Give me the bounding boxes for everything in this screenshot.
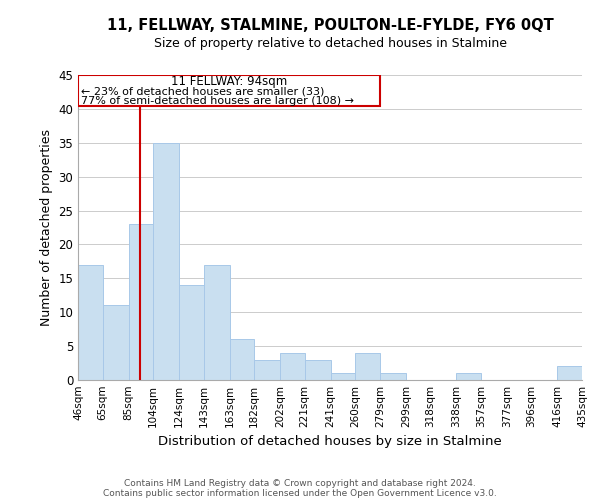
Bar	[254, 360, 280, 380]
Text: Size of property relative to detached houses in Stalmine: Size of property relative to detached ho…	[154, 38, 506, 51]
Bar	[457, 373, 481, 380]
Text: ← 23% of detached houses are smaller (33): ← 23% of detached houses are smaller (33…	[80, 87, 324, 97]
Text: 11 FELLWAY: 94sqm: 11 FELLWAY: 94sqm	[171, 74, 287, 88]
Bar	[203, 265, 230, 380]
Bar	[78, 75, 380, 106]
Bar	[331, 373, 355, 380]
Text: Contains HM Land Registry data © Crown copyright and database right 2024.: Contains HM Land Registry data © Crown c…	[124, 478, 476, 488]
X-axis label: Distribution of detached houses by size in Stalmine: Distribution of detached houses by size …	[158, 436, 502, 448]
Bar	[305, 360, 331, 380]
Y-axis label: Number of detached properties: Number of detached properties	[40, 129, 53, 326]
Bar	[230, 340, 254, 380]
Bar	[179, 285, 203, 380]
Bar	[78, 265, 103, 380]
Bar	[355, 353, 380, 380]
Bar	[280, 353, 305, 380]
Bar	[380, 373, 406, 380]
Text: Contains public sector information licensed under the Open Government Licence v3: Contains public sector information licen…	[103, 488, 497, 498]
Bar	[103, 306, 128, 380]
Bar	[153, 143, 179, 380]
Bar	[557, 366, 582, 380]
Text: 11, FELLWAY, STALMINE, POULTON-LE-FYLDE, FY6 0QT: 11, FELLWAY, STALMINE, POULTON-LE-FYLDE,…	[107, 18, 553, 32]
Text: 77% of semi-detached houses are larger (108) →: 77% of semi-detached houses are larger (…	[80, 96, 353, 106]
Bar	[128, 224, 153, 380]
